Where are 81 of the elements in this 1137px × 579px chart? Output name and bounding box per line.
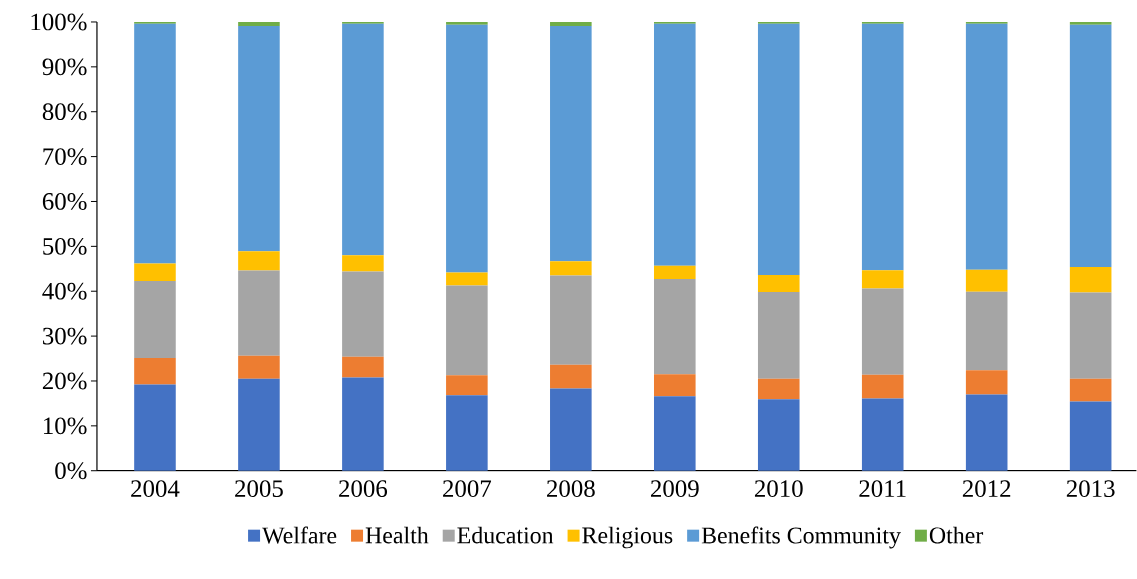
bar bbox=[757, 399, 800, 471]
bar bbox=[446, 285, 488, 376]
bar bbox=[134, 358, 176, 385]
bar bbox=[446, 22, 488, 25]
legend-label: Other bbox=[929, 526, 984, 544]
x-tick-label: 2007 bbox=[443, 480, 492, 498]
y-tick-label: 40% bbox=[42, 282, 87, 300]
x-tick-label: 2004 bbox=[131, 480, 180, 498]
bar bbox=[1069, 292, 1112, 379]
bar bbox=[757, 275, 800, 293]
bar bbox=[238, 356, 280, 379]
bar bbox=[965, 370, 1008, 395]
bar bbox=[654, 374, 696, 397]
bar bbox=[134, 384, 176, 471]
bar bbox=[550, 275, 592, 365]
bar bbox=[550, 22, 592, 27]
bar bbox=[861, 23, 904, 271]
y-tick-label: 70% bbox=[43, 148, 87, 166]
bar bbox=[134, 281, 176, 359]
bar bbox=[1069, 22, 1112, 25]
y-tick-label: 100% bbox=[31, 13, 87, 31]
bar bbox=[654, 279, 696, 375]
bar bbox=[342, 377, 384, 471]
bar bbox=[550, 261, 592, 276]
bar bbox=[238, 378, 280, 471]
x-tick-label: 2012 bbox=[962, 480, 1011, 498]
bar bbox=[1069, 401, 1112, 471]
y-tick-label: 10% bbox=[44, 417, 87, 435]
bar bbox=[1069, 24, 1112, 268]
bar bbox=[654, 265, 696, 280]
legend-label: Benefits Community bbox=[701, 526, 901, 549]
bar bbox=[238, 251, 280, 271]
bar bbox=[965, 394, 1008, 471]
legend-label: Education bbox=[457, 526, 554, 544]
bar bbox=[757, 378, 800, 400]
legend-label: Welfare bbox=[262, 526, 337, 544]
x-tick-label: 2010 bbox=[754, 480, 803, 498]
y-tick-label: 90% bbox=[42, 58, 87, 76]
bar bbox=[446, 24, 488, 273]
bar bbox=[861, 398, 904, 471]
bar bbox=[965, 291, 1008, 371]
bar bbox=[654, 396, 696, 471]
bar bbox=[965, 23, 1008, 270]
bar bbox=[342, 255, 384, 272]
bar bbox=[446, 375, 488, 396]
bar bbox=[1069, 267, 1112, 293]
bar bbox=[342, 271, 384, 357]
bar bbox=[238, 270, 280, 357]
bar bbox=[550, 26, 592, 262]
y-tick-label: 80% bbox=[42, 103, 87, 121]
y-tick-label: 30% bbox=[43, 327, 87, 345]
bar bbox=[238, 22, 280, 27]
bar bbox=[654, 23, 696, 266]
bar bbox=[757, 292, 800, 379]
legend-label: Health bbox=[365, 526, 429, 544]
y-tick-label: 60% bbox=[42, 193, 87, 211]
legend-label: Religious bbox=[582, 526, 673, 549]
bar bbox=[238, 26, 280, 252]
x-tick-label: 2011 bbox=[859, 480, 906, 498]
x-tick-label: 2008 bbox=[547, 480, 595, 498]
bar bbox=[134, 263, 176, 282]
bar bbox=[342, 23, 384, 256]
bar bbox=[861, 270, 904, 289]
bar bbox=[861, 374, 904, 399]
y-tick-label: 50% bbox=[43, 238, 87, 255]
y-tick-label: 20% bbox=[42, 372, 87, 390]
bar bbox=[1069, 378, 1112, 402]
x-tick-label: 2005 bbox=[235, 480, 283, 498]
bar bbox=[965, 269, 1008, 292]
bar bbox=[550, 364, 592, 389]
bar bbox=[446, 395, 488, 471]
bar bbox=[134, 23, 176, 264]
bar bbox=[757, 23, 800, 276]
x-tick-label: 2013 bbox=[1066, 480, 1115, 498]
bar bbox=[342, 356, 384, 378]
bar bbox=[446, 272, 488, 286]
bar bbox=[861, 288, 904, 375]
x-tick-label: 2006 bbox=[339, 480, 388, 498]
bar bbox=[550, 388, 592, 471]
y-tick-label: 0% bbox=[55, 462, 87, 480]
x-tick-label: 2009 bbox=[650, 480, 699, 498]
